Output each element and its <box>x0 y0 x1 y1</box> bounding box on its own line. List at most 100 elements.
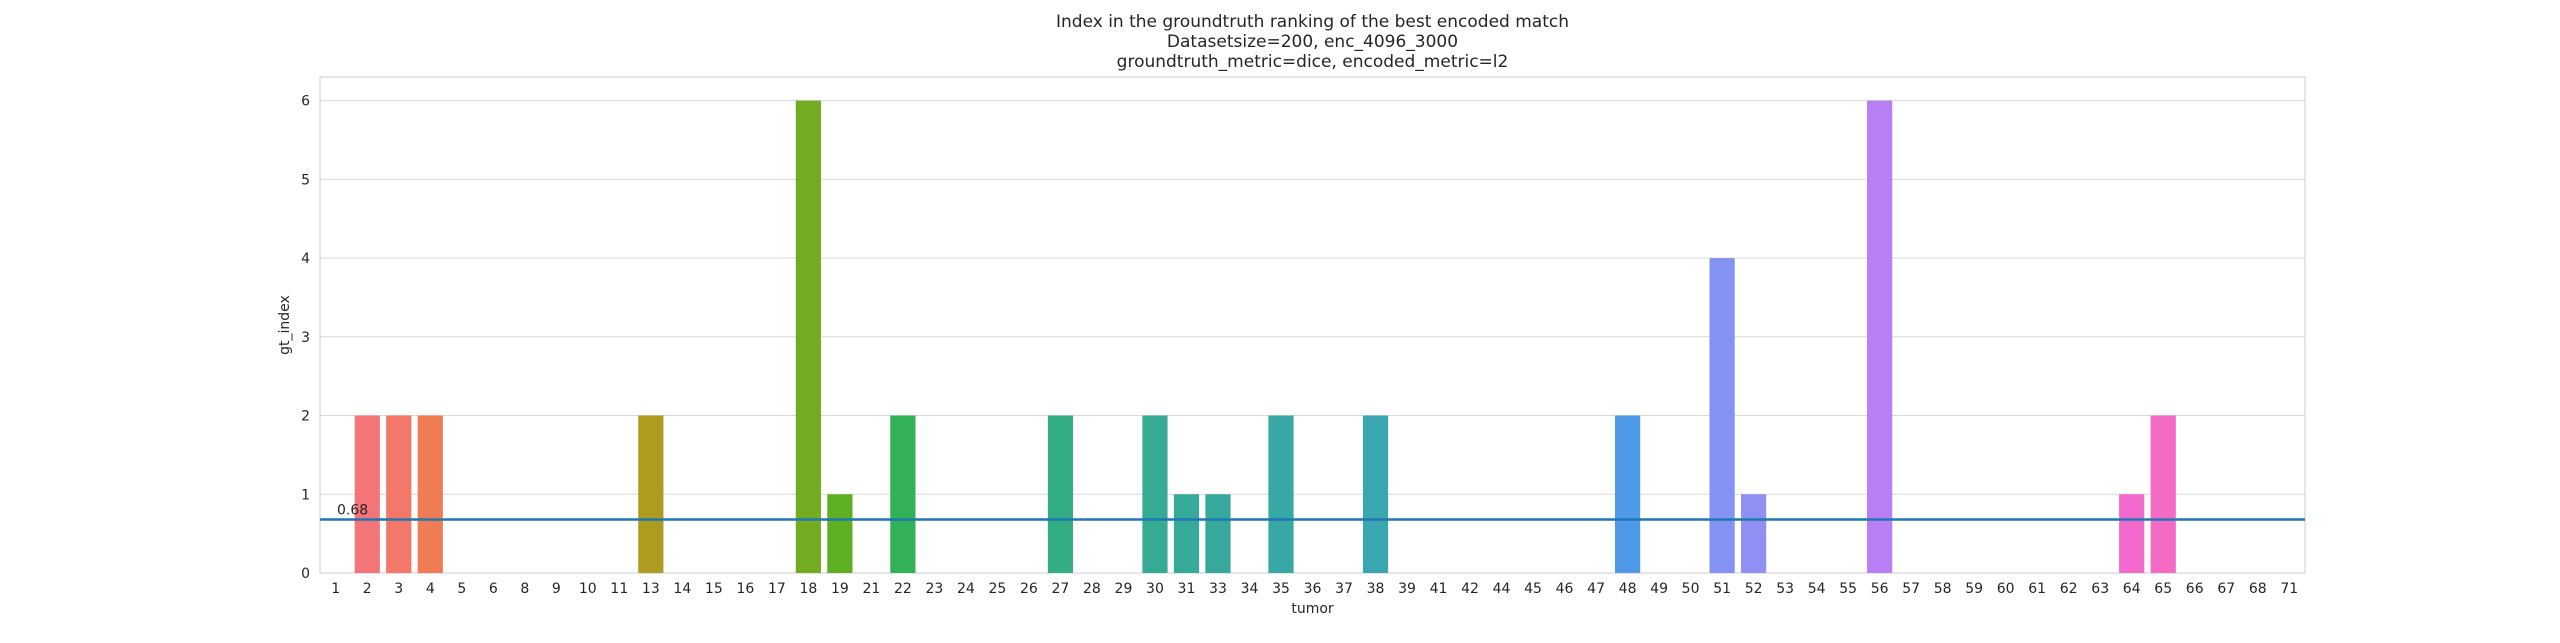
x-tick-label: 22 <box>894 581 912 597</box>
x-tick-label: 30 <box>1146 581 1164 597</box>
x-tick-label: 60 <box>1997 581 2015 597</box>
y-tick-label: 2 <box>301 409 310 425</box>
x-tick-label: 21 <box>862 581 880 597</box>
x-tick-label: 39 <box>1398 581 1416 597</box>
x-tick-label: 17 <box>768 581 786 597</box>
bar-tumor-4 <box>417 415 443 573</box>
bar-tumor-2 <box>354 415 380 573</box>
title-line-2: Datasetsize=200, enc_4096_3000 <box>1167 32 1458 52</box>
x-tick-label: 3 <box>394 581 403 597</box>
x-tick-label: 9 <box>552 581 561 597</box>
bar-tumor-48 <box>1614 415 1641 573</box>
x-tick-label: 11 <box>610 581 628 597</box>
bar-tumor-38 <box>1362 415 1389 573</box>
x-tick-label: 15 <box>705 581 723 597</box>
x-tick-label: 2 <box>363 581 372 597</box>
x-tick-label: 19 <box>831 581 849 597</box>
bar-tumor-56 <box>1867 100 1893 573</box>
x-tick-label: 62 <box>2060 581 2078 597</box>
x-tick-label: 61 <box>2028 581 2046 597</box>
bar-tumor-64 <box>2119 494 2145 573</box>
x-tick-label: 67 <box>2217 581 2235 597</box>
x-tick-label: 27 <box>1052 581 1070 597</box>
x-tick-label: 25 <box>989 581 1007 597</box>
x-tick-label: 16 <box>736 581 754 597</box>
x-tick-label: 55 <box>1839 581 1857 597</box>
x-tick-label: 56 <box>1871 581 1889 597</box>
x-tick-label: 29 <box>1115 581 1133 597</box>
bar-tumor-19 <box>827 494 853 573</box>
mean-line-group: 0.68 <box>320 502 2305 521</box>
x-tick-label: 31 <box>1178 581 1196 597</box>
x-tick-label: 64 <box>2123 581 2141 597</box>
x-tick-label: 13 <box>642 581 660 597</box>
x-tick-label: 36 <box>1304 581 1322 597</box>
x-tick-label: 8 <box>520 581 529 597</box>
x-tick-label: 52 <box>1745 581 1763 597</box>
x-tick-label: 54 <box>1808 581 1826 597</box>
x-tick-label: 37 <box>1335 581 1353 597</box>
y-tick-label: 0 <box>301 566 310 582</box>
bar-tumor-3 <box>386 415 412 573</box>
x-tick-label: 44 <box>1493 581 1511 597</box>
x-tick-label: 23 <box>925 581 943 597</box>
y-tick-label: 5 <box>301 172 310 188</box>
x-tick-label: 68 <box>2249 581 2267 597</box>
gridlines <box>320 100 2305 574</box>
x-tick-label: 53 <box>1776 581 1794 597</box>
x-tick-label: 48 <box>1619 581 1637 597</box>
x-tick-label: 26 <box>1020 581 1038 597</box>
bar-tumor-35 <box>1268 415 1294 573</box>
x-tick-label: 18 <box>799 581 817 597</box>
x-tick-label: 63 <box>2091 581 2109 597</box>
x-tick-label: 51 <box>1713 581 1731 597</box>
x-tick-label: 6 <box>489 581 498 597</box>
plot-frame <box>319 76 2306 574</box>
x-tick-label: 34 <box>1241 581 1259 597</box>
x-tick-label: 65 <box>2154 581 2172 597</box>
chart-title: Index in the groundtruth ranking of the … <box>1056 12 1569 72</box>
y-axis-ticks: 0 1 2 3 4 5 6 <box>301 94 310 582</box>
x-tick-label: 46 <box>1556 581 1574 597</box>
bars <box>354 100 2176 573</box>
bar-tumor-27 <box>1047 415 1074 573</box>
x-tick-label: 28 <box>1083 581 1101 597</box>
bar-tumor-22 <box>890 415 916 573</box>
x-tick-label: 57 <box>1902 581 1920 597</box>
x-tick-label: 66 <box>2186 581 2204 597</box>
y-axis-label: gt_index <box>277 295 293 355</box>
x-tick-label: 45 <box>1524 581 1542 597</box>
bar-tumor-18 <box>795 100 821 573</box>
x-tick-label: 50 <box>1682 581 1700 597</box>
y-tick-label: 3 <box>301 330 310 346</box>
bar-tumor-52 <box>1741 494 1767 573</box>
mean-line-label: 0.68 <box>337 502 368 518</box>
x-tick-label: 10 <box>579 581 597 597</box>
y-tick-label: 6 <box>301 94 310 110</box>
x-tick-label: 35 <box>1272 581 1290 597</box>
bar-tumor-65 <box>2150 415 2176 573</box>
x-tick-label: 71 <box>2280 581 2298 597</box>
title-line-3: groundtruth_metric=dice, encoded_metric=… <box>1117 52 1509 72</box>
x-tick-label: 33 <box>1209 581 1227 597</box>
x-tick-label: 47 <box>1587 581 1605 597</box>
title-line-1: Index in the groundtruth ranking of the … <box>1056 12 1569 32</box>
y-tick-label: 1 <box>301 487 310 503</box>
bar-tumor-51 <box>1709 258 1735 573</box>
x-tick-label: 4 <box>426 581 435 597</box>
x-axis-label: tumor <box>1291 601 1334 617</box>
x-tick-label: 58 <box>1934 581 1952 597</box>
x-tick-label: 38 <box>1367 581 1385 597</box>
x-tick-label: 5 <box>457 581 466 597</box>
x-tick-label: 41 <box>1430 581 1448 597</box>
x-tick-label: 42 <box>1461 581 1479 597</box>
x-tick-label: 49 <box>1650 581 1668 597</box>
y-tick-label: 4 <box>301 251 310 267</box>
x-tick-label: 24 <box>957 581 975 597</box>
x-tick-label: 14 <box>673 581 691 597</box>
bar-tumor-30 <box>1142 415 1168 573</box>
bar-tumor-31 <box>1173 494 1200 573</box>
bar-tumor-33 <box>1205 494 1231 573</box>
x-tick-label: 1 <box>331 581 340 597</box>
